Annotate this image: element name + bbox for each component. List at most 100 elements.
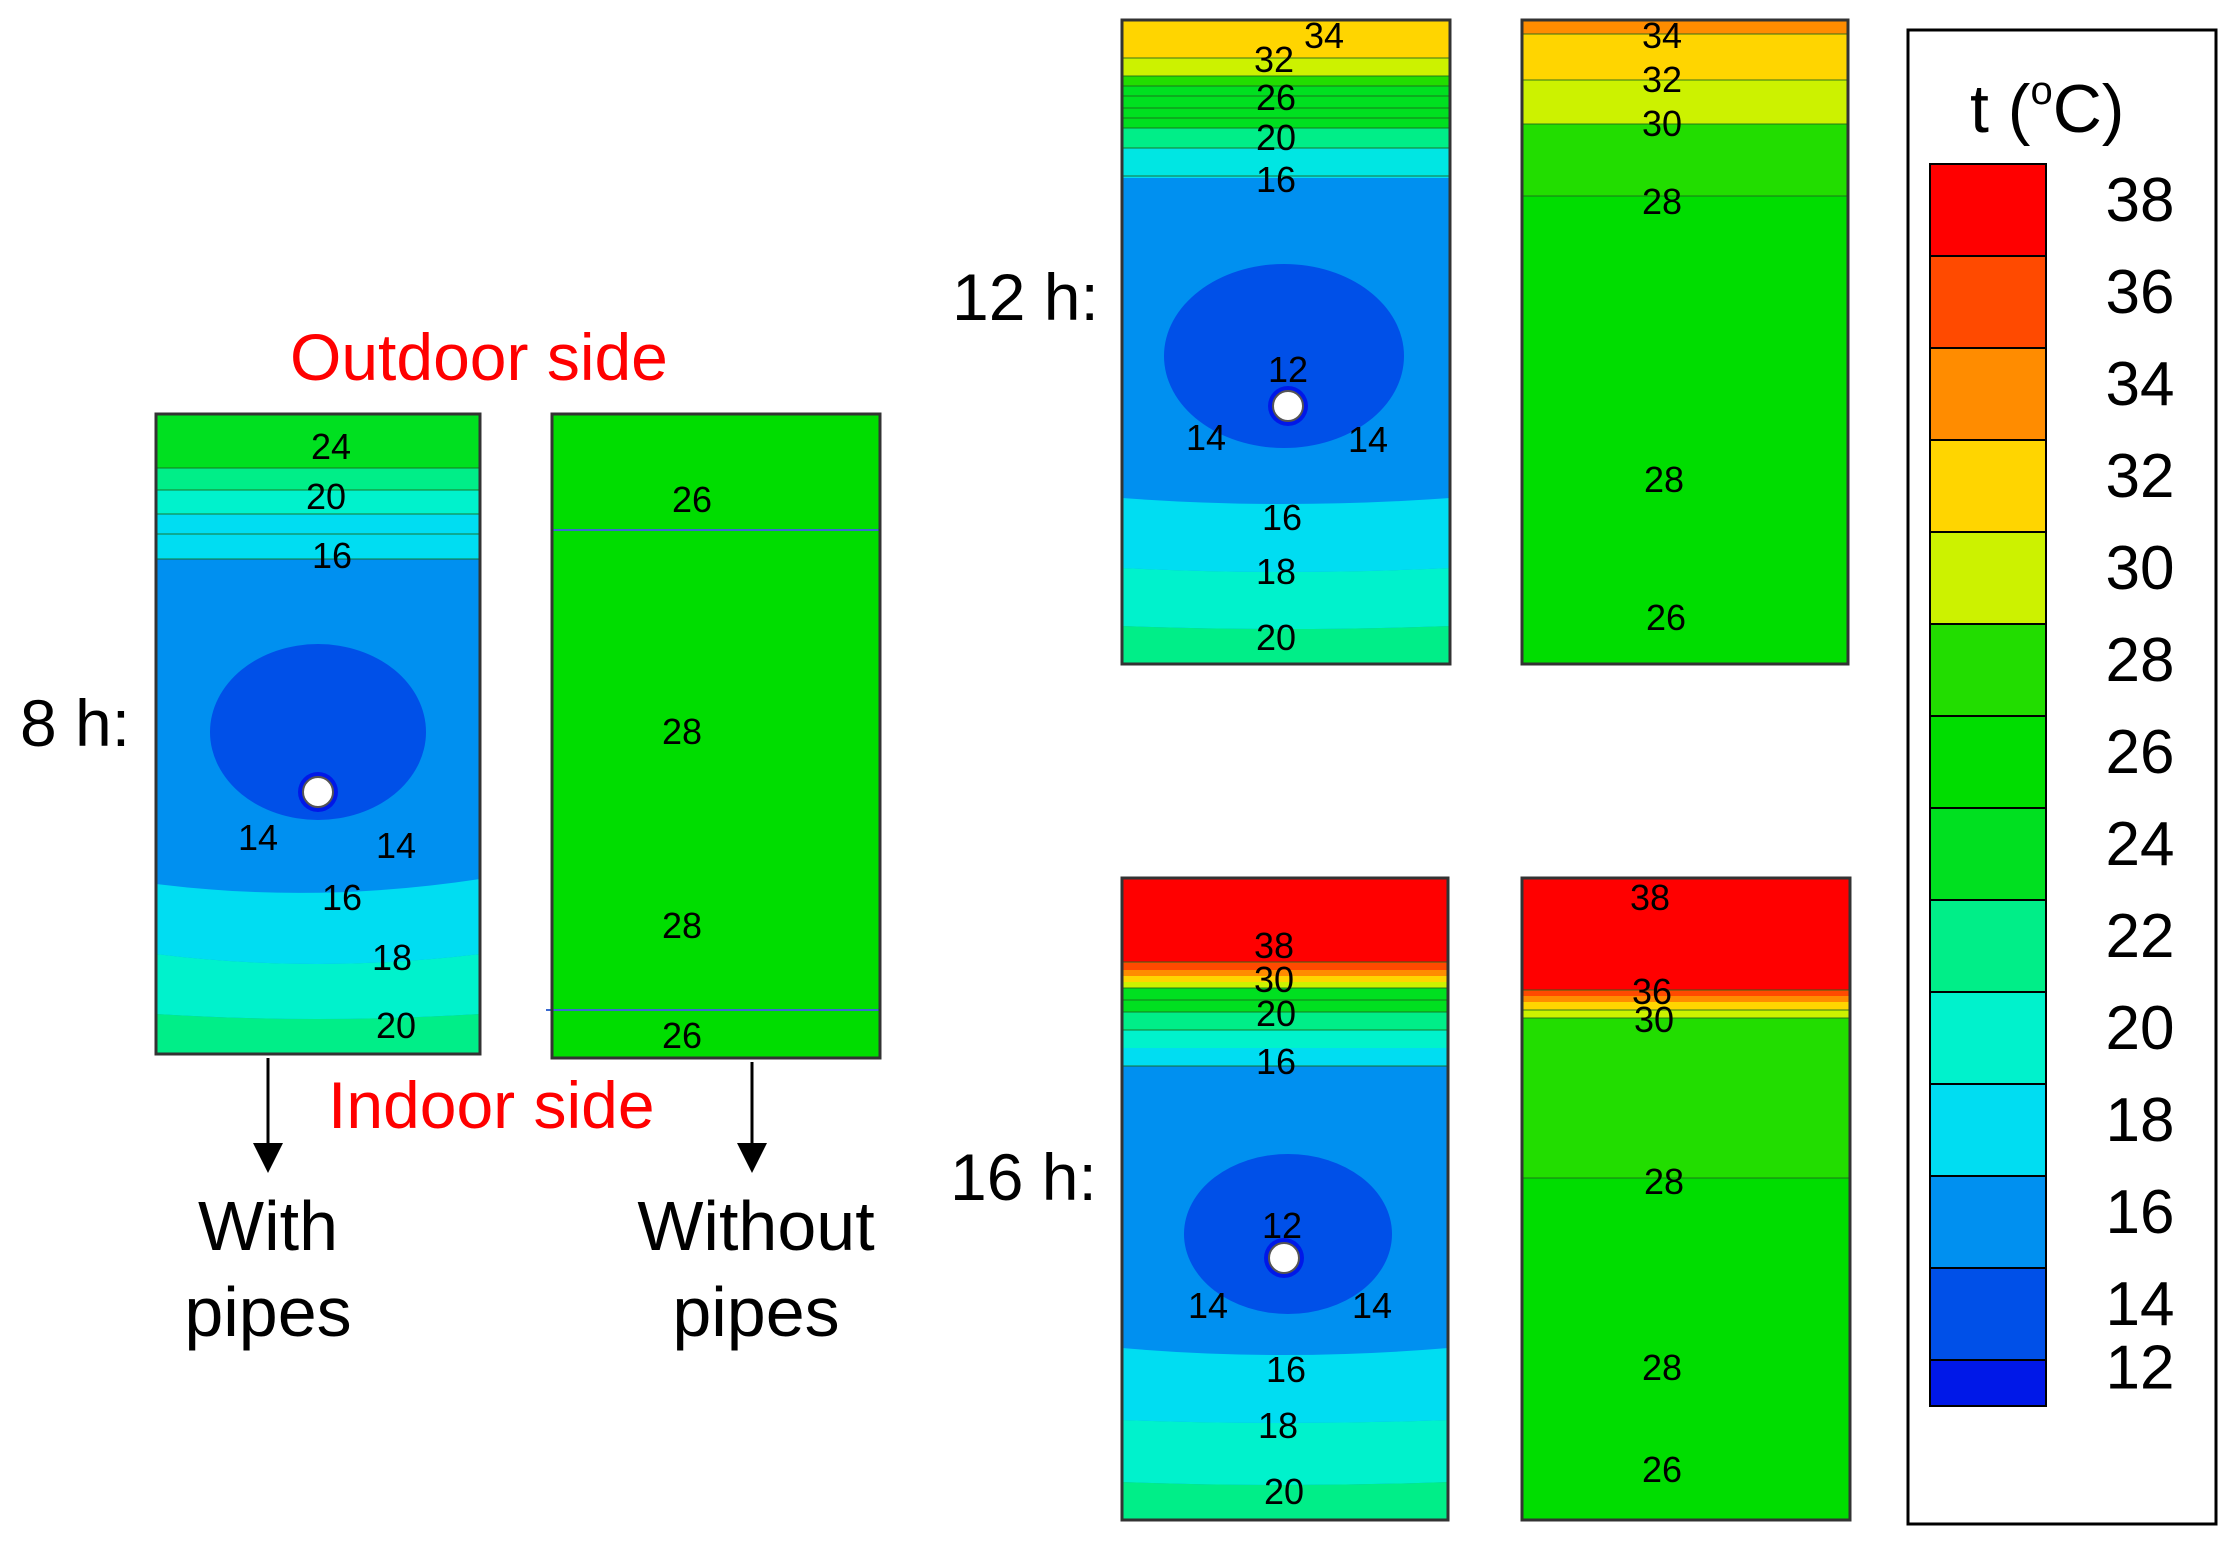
time-label-12h: 12 h: <box>952 260 1099 334</box>
contour-label: 38 <box>1630 877 1670 918</box>
legend-tick-label: 34 <box>2106 350 2175 419</box>
without-pipes-caption-line1: Without <box>637 1187 874 1265</box>
contour-label: 32 <box>1254 39 1294 80</box>
legend-swatch <box>1929 807 2047 901</box>
contour-label: 18 <box>372 937 412 978</box>
contour-label: 20 <box>1256 993 1296 1034</box>
legend-swatch <box>1929 1175 2047 1269</box>
legend-tick-label: 36 <box>2106 258 2175 327</box>
contour-label: 38 <box>1254 925 1294 966</box>
legend-tick-label: 24 <box>2106 810 2175 879</box>
legend-swatch <box>1929 1083 2047 1177</box>
band-lower-16 <box>156 879 480 964</box>
contour-label: 34 <box>1304 15 1344 56</box>
time-label-8h: 8 h: <box>20 686 130 760</box>
band-28 <box>552 414 880 1058</box>
pipe-cold-zone <box>210 644 426 820</box>
contour-label: 26 <box>662 1015 702 1056</box>
panel-8h-without-pipes: 26 28 28 26 <box>546 412 882 1060</box>
contour-label: 18 <box>1258 1405 1298 1446</box>
band-24 <box>156 414 480 468</box>
legend-tick-label: 38 <box>2106 166 2175 235</box>
legend-swatch <box>1929 347 2047 441</box>
band-lower-20 <box>156 1014 480 1054</box>
time-label-16h: 16 h: <box>950 1140 1097 1214</box>
contour-label: 28 <box>1642 1347 1682 1388</box>
contour-label: 16 <box>322 877 362 918</box>
contour-label: 30 <box>1634 999 1674 1040</box>
legend-swatch <box>1929 991 2047 1085</box>
contour-label: 26 <box>672 479 712 520</box>
contour-label: 14 <box>1348 419 1388 460</box>
contour-label: 16 <box>1262 497 1302 538</box>
contour-label: 20 <box>1256 617 1296 658</box>
contour-label: 14 <box>238 817 278 858</box>
panel-16h-without-pipes: 38 36 30 28 28 26 <box>1520 876 1852 1522</box>
contour-label: 12 <box>1268 349 1308 390</box>
contour-label: 16 <box>312 535 352 576</box>
with-pipes-caption-line1: With <box>198 1187 338 1265</box>
legend-tick-label: 20 <box>2106 994 2175 1063</box>
legend-swatch <box>1929 531 2047 625</box>
with-pipes-caption-line2: pipes <box>184 1273 351 1351</box>
outdoor-side-label: Outdoor side <box>290 320 668 394</box>
legend-tick-label: 30 <box>2106 534 2175 603</box>
legend-swatch <box>1929 623 2047 717</box>
panel-12h-without-pipes: 34 32 30 28 28 26 <box>1520 15 1850 666</box>
indoor-side-label: Indoor side <box>328 1068 655 1142</box>
contour-label: 20 <box>1264 1471 1304 1512</box>
contour-label: 20 <box>376 1005 416 1046</box>
contour-label: 28 <box>1644 459 1684 500</box>
legend-swatch <box>1929 255 2047 349</box>
contour-label: 28 <box>1644 1161 1684 1202</box>
legend-tick-label: 12 <box>2106 1334 2175 1403</box>
contour-label: 24 <box>311 426 351 467</box>
legend-frame <box>1906 28 2218 1526</box>
legend-tick-label: 28 <box>2106 626 2175 695</box>
contour-label: 30 <box>1254 959 1294 1000</box>
legend-tick-label: 32 <box>2106 442 2175 511</box>
band-20 <box>156 490 480 514</box>
panel-16h-with-pipes: 38 30 20 16 12 14 14 16 18 20 <box>1120 876 1450 1522</box>
panel-12h-with-pipes: 34 32 26 20 16 12 14 14 16 18 20 <box>1120 15 1452 666</box>
contour-label: 20 <box>1256 117 1296 158</box>
legend-swatch <box>1929 715 2047 809</box>
legend-tick-label: 18 <box>2106 1086 2175 1155</box>
without-pipes-caption-line2: pipes <box>672 1273 839 1351</box>
contour-label: 30 <box>1642 103 1682 144</box>
contour-label: 26 <box>1646 597 1686 638</box>
contour-label: 26 <box>1256 77 1296 118</box>
contour-label: 14 <box>376 825 416 866</box>
legend-tick-label: 14 <box>2106 1270 2175 1339</box>
contour-label: 28 <box>662 711 702 752</box>
legend-tick-label: 26 <box>2106 718 2175 787</box>
contour-label: 28 <box>1642 181 1682 222</box>
contour-label: 14 <box>1186 417 1226 458</box>
panel-8h-with-pipes: 24 20 16 14 14 16 18 20 <box>154 412 482 1056</box>
contour-label: 36 <box>1632 971 1672 1012</box>
legend-swatches <box>1929 163 2047 1407</box>
band-lower-18 <box>156 954 480 1019</box>
pipe <box>302 776 334 808</box>
contour-label: 18 <box>1256 551 1296 592</box>
legend-tick-label: 16 <box>2106 1178 2175 1247</box>
contour-label: 20 <box>306 476 346 517</box>
band-22 <box>156 468 480 490</box>
contour-label: 26 <box>1642 1449 1682 1490</box>
legend-swatch <box>1929 1267 2047 1361</box>
contour-label: 12 <box>1262 1205 1302 1246</box>
contour-label: 28 <box>662 905 702 946</box>
legend-swatch <box>1929 1359 2047 1407</box>
contour-label: 14 <box>1352 1285 1392 1326</box>
contour-label: 16 <box>1256 159 1296 200</box>
legend-swatch <box>1929 439 2047 533</box>
contour-label: 34 <box>1642 15 1682 56</box>
legend-swatch <box>1929 899 2047 993</box>
band-16 <box>156 534 480 559</box>
contour-label: 14 <box>1188 1285 1228 1326</box>
legend-title: t (oC) <box>1970 69 2124 147</box>
